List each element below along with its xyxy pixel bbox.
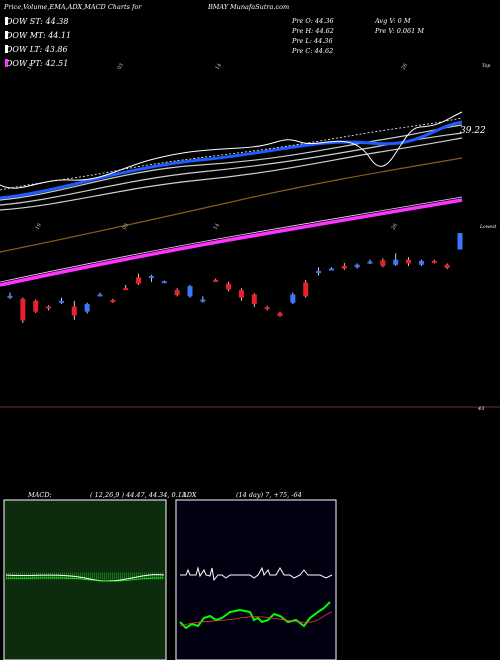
date-tick: 03 [117,62,125,71]
candle-up [393,259,399,265]
lowest-label: Lowest [480,225,497,230]
candlestick-series [7,233,463,323]
candle-up [161,281,167,284]
ohlc-close: Pre C: 44.62 [292,47,334,55]
date-tick: 03 [122,222,130,231]
date-tick: 14 [213,222,221,231]
ema-band-lower [0,137,463,211]
adx-di-plus-line [180,566,333,582]
candle-down [251,294,257,304]
candle-up [328,268,334,271]
candle-up [7,295,13,298]
candle-up [97,294,103,297]
ohlc-high: Pre H: 44.62 [292,27,334,35]
candle-up [187,286,193,297]
ema-pink-line [0,198,463,287]
candle-down [264,307,270,310]
candle-down [20,298,26,321]
candle-down [341,266,347,269]
candle-up [290,294,296,303]
macd-label: MACD: [28,491,52,499]
adx-panel [175,499,337,660]
avg-volume: Avg V: 0 M [375,17,411,25]
candle-down [303,282,309,297]
adx-di-minus-line [179,601,331,630]
ema-long-brown [0,157,463,253]
ema-pink-highlight [0,196,463,283]
ticker-symbol: BMAY [208,3,229,11]
date-tick: 26 [401,62,409,71]
candle-down [46,306,52,309]
ema-dashed [0,117,463,191]
candle-down [213,279,219,282]
macd-panel [3,499,167,660]
last-price-label: 39.22 [460,126,486,136]
macd-signal-line [5,577,165,582]
candle-down [277,312,283,317]
candle-down [238,290,244,298]
date-tick: 19 [27,62,35,71]
candle-down [444,264,450,268]
site-name: MunafaSutra.com [230,3,290,11]
date-tick: 14 [215,62,223,71]
legend-dow-mt: DOW MT: 44.11 [5,31,72,40]
candle-up [84,304,90,312]
adx-params: (14 day) 7, +75, -64 [236,491,302,499]
candle-up [58,300,64,303]
ohlc-low: Pre L: 44.36 [292,37,333,45]
macd-params: ( 12,26,9 ) 44.47, 44.34, 0.13 [90,491,187,499]
candle-up [457,233,463,250]
candle-up [367,261,373,264]
candle-up [354,264,360,268]
legend-dow-lt: DOW LT: 43.86 [5,45,68,54]
adx-label: ADX [182,491,197,499]
price-line-white [0,111,463,189]
ema-short-blue [0,120,463,200]
prev-volume: Pre V: 0.061 M [375,27,425,35]
date-tick: 19 [35,222,43,231]
candle-down [406,259,412,264]
date-tick: 26 [391,222,399,231]
candle-down [174,290,180,296]
candle-down [71,306,77,316]
ohlc-open: Pre O: 44.36 [292,17,334,25]
baseline-value: 43 [478,406,485,412]
candle-down [380,260,386,266]
candle-up [316,271,322,274]
adx-line [179,611,333,627]
candle-down [110,300,116,303]
candle-up [418,260,424,265]
legend-dow-st: DOW ST: 44.38 [5,17,69,26]
candle-up [200,299,206,302]
candle-down [431,260,437,263]
candle-up [148,276,154,279]
chart-title: Price,Volume,EMA,ADX,MACD Charts for [4,3,142,11]
candle-down [226,283,232,290]
top-label: Top [482,64,491,69]
candle-down [33,300,39,312]
candle-down [136,277,142,284]
candle-down [123,288,129,291]
legend-dow-pt: DOW PT: 42.51 [5,59,69,68]
ema-band-upper [0,124,463,201]
macd-line [5,574,165,582]
